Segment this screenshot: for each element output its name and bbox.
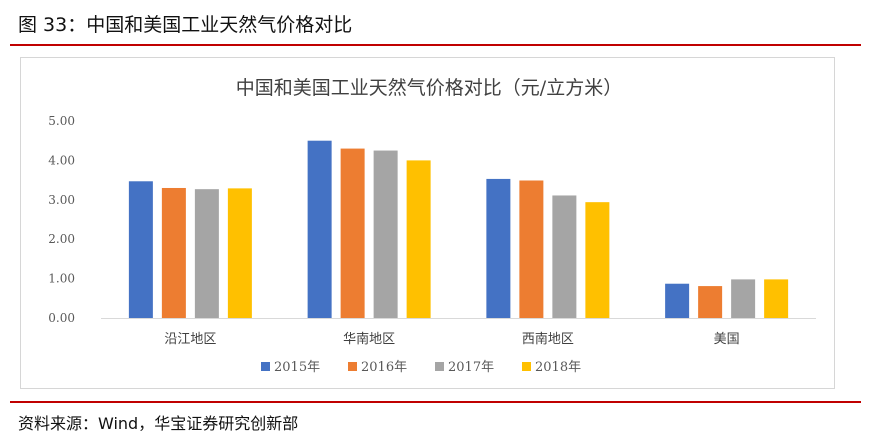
- bar: [161, 187, 186, 318]
- y-tick-label: 2.00: [48, 232, 75, 246]
- bar: [227, 188, 252, 318]
- bar: [552, 195, 577, 318]
- legend-swatch: [348, 362, 357, 371]
- chart-title: 中国和美国工业天然气价格对比（元/立方米）: [236, 77, 622, 99]
- figure-title: 图 33：中国和美国工业天然气价格对比: [18, 14, 353, 36]
- y-tick-label: 0.00: [48, 311, 75, 325]
- legend-swatch: [522, 362, 531, 371]
- bottom-rule: [10, 401, 861, 403]
- chart-container: 中国和美国工业天然气价格对比（元/立方米） 0.00 1.00 2.00 3.00 4.…: [20, 57, 835, 389]
- bar: [519, 180, 544, 318]
- legend-label: 2018年: [535, 360, 581, 375]
- bar: [731, 279, 756, 318]
- x-tick-label: 华南地区: [343, 331, 395, 347]
- legend-swatch: [261, 362, 270, 371]
- bar: [340, 148, 365, 318]
- legend-label: 2015年: [274, 360, 320, 375]
- bar: [698, 286, 723, 318]
- bar: [307, 140, 332, 318]
- legend-swatch: [435, 362, 444, 371]
- bar: [406, 160, 431, 318]
- y-tick-label: 4.00: [48, 153, 75, 167]
- bar: [373, 150, 398, 318]
- y-tick-label: 5.00: [48, 114, 75, 128]
- bar: [486, 178, 511, 318]
- legend-label: 2016年: [361, 360, 407, 375]
- bar: [764, 279, 789, 318]
- x-tick-label: 沿江地区: [164, 332, 216, 347]
- y-tick-label: 1.00: [48, 272, 75, 286]
- bar: [194, 189, 219, 318]
- bar: [128, 181, 153, 318]
- bar-chart: 中国和美国工业天然气价格对比（元/立方米） 0.00 1.00 2.00 3.00 4.…: [48, 77, 816, 375]
- bar: [665, 283, 690, 318]
- legend-label: 2017年: [448, 360, 494, 375]
- top-rule: [10, 44, 861, 46]
- y-tick-label: 3.00: [48, 193, 75, 207]
- bar: [585, 202, 610, 318]
- x-tick-label: 西南地区: [522, 331, 574, 347]
- source-note: 资料来源：Wind，华宝证券研究创新部: [18, 414, 299, 433]
- x-tick-label: 美国: [714, 332, 740, 347]
